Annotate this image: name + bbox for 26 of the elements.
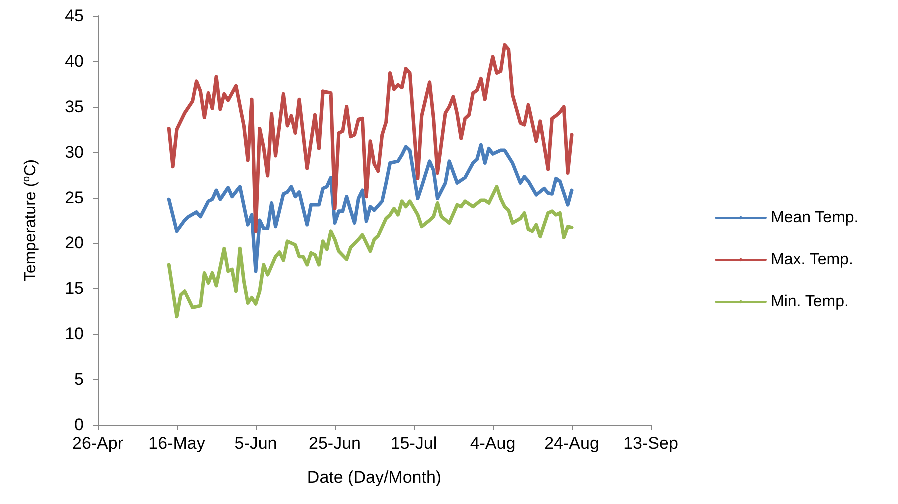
legend-label: Min. Temp. [771, 294, 849, 310]
y-tick-label: 20 [65, 234, 84, 253]
x-tick-label: 16-May [148, 434, 206, 453]
y-tick-label: 10 [65, 324, 84, 344]
x-tick-label: 25-Jun [309, 434, 361, 453]
legend-label: Mean Temp. [771, 210, 859, 226]
legend-label: Max. Temp. [771, 252, 854, 268]
y-tick-label: 30 [65, 142, 84, 162]
y-axis-title: Temperature (oC) [22, 159, 40, 282]
y-tick-label: 0 [74, 416, 84, 434]
x-tick-label: 24-Aug [544, 434, 600, 453]
y-tick-label: 35 [65, 97, 84, 116]
y-tick-label: 45 [65, 6, 84, 26]
x-tick-label: 5-Jun [234, 434, 278, 453]
line-series [167, 43, 574, 234]
y-tick-label: 40 [65, 52, 84, 71]
x-axis-title: Date (Day/Month) [307, 468, 442, 487]
y-tick-label: 15 [65, 279, 84, 298]
y-tick-label: 25 [65, 188, 84, 208]
x-tick-label: 13-Sep [624, 434, 678, 453]
x-tick-label: 4-Aug [470, 434, 516, 453]
line-series [167, 143, 574, 274]
line-series [167, 185, 574, 319]
x-tick-label: 26-Apr [72, 434, 124, 453]
y-tick-label: 5 [74, 370, 84, 390]
x-tick-label: 15-Jul [390, 434, 438, 453]
